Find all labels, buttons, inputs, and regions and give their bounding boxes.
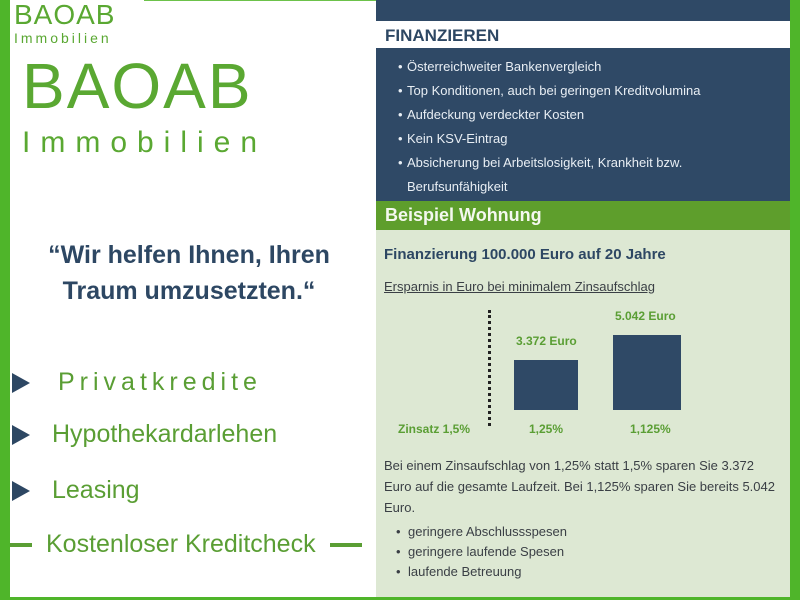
finanzieren-title: FINANZIEREN bbox=[376, 21, 790, 48]
service-label: Hypothekardarlehen bbox=[52, 420, 278, 448]
logo-small-text: BAOAB bbox=[14, 0, 116, 30]
finanzieren-list: Österreichweiter Bankenvergleich Top Kon… bbox=[376, 48, 790, 201]
triangle-icon bbox=[12, 480, 30, 501]
frame-right bbox=[790, 0, 800, 600]
slogan: “Wir helfen Ihnen, Ihren Traum umzusetzt… bbox=[48, 241, 330, 305]
list-item: Österreichweiter Bankenvergleich bbox=[398, 55, 790, 79]
kreditcheck: Kostenloser Kreditcheck bbox=[10, 530, 376, 559]
list-item: geringere laufende Spesen bbox=[396, 542, 567, 562]
list-item: geringere Abschlussspesen bbox=[396, 522, 567, 542]
service-privatkredite: Privatkredite bbox=[12, 368, 262, 397]
beispiel-heading: Finanzierung 100.000 Euro auf 20 Jahre bbox=[384, 246, 666, 263]
category-label: 1,125% bbox=[630, 422, 671, 436]
service-hypothek: Hypothekardarlehen bbox=[12, 420, 277, 449]
logo-subtext: Immobilien bbox=[22, 126, 268, 159]
bar bbox=[613, 335, 681, 410]
beispiel-title: Beispiel Wohnung bbox=[376, 201, 790, 230]
service-label: Privatkredite bbox=[58, 368, 262, 396]
list-item: Absicherung bei Arbeitslosigkeit, Krankh… bbox=[398, 151, 728, 199]
list-item: Top Konditionen, auch bei geringen Kredi… bbox=[398, 79, 790, 103]
value-label: 3.372 Euro bbox=[516, 333, 577, 348]
service-leasing: Leasing bbox=[12, 476, 140, 505]
divider bbox=[10, 542, 32, 547]
savings-chart: Zinsatz 1,5% 3.372 Euro 1,25% 5.042 Euro 1,… bbox=[376, 300, 790, 440]
frame-bottom bbox=[0, 597, 800, 600]
frame-left bbox=[0, 0, 10, 600]
info-panel: FINANZIEREN Österreichweiter Bankenvergl… bbox=[376, 0, 790, 597]
list-item: Aufdeckung verdeckter Kosten bbox=[398, 103, 790, 127]
list-item: Kein KSV-Eintrag bbox=[398, 127, 790, 151]
logo-text: BAOAB bbox=[22, 50, 253, 122]
triangle-icon bbox=[12, 372, 30, 393]
value-label: 5.042 Euro bbox=[615, 309, 676, 323]
category-label: 1,25% bbox=[529, 422, 564, 436]
divider bbox=[329, 542, 362, 547]
reference-label: Zinsatz 1,5% bbox=[398, 422, 471, 436]
logo-small-subtext: Immobilien bbox=[14, 30, 112, 46]
logo-small: BAOAB Immobilien bbox=[10, 0, 144, 48]
kreditcheck-label: Kostenloser Kreditcheck bbox=[46, 530, 316, 558]
reference-line bbox=[488, 310, 491, 426]
beispiel-subheading: Ersparnis in Euro bei minimalem Zinsaufs… bbox=[384, 279, 655, 294]
list-item: laufende Betreuung bbox=[396, 562, 567, 582]
bar bbox=[514, 359, 578, 410]
benefits-list: geringere Abschlussspesen geringere lauf… bbox=[396, 522, 567, 582]
top-strip bbox=[376, 0, 790, 21]
service-label: Leasing bbox=[52, 476, 140, 504]
triangle-icon bbox=[12, 424, 30, 445]
description: Bei einem Zinsaufschlag von 1,25% statt … bbox=[384, 458, 775, 515]
